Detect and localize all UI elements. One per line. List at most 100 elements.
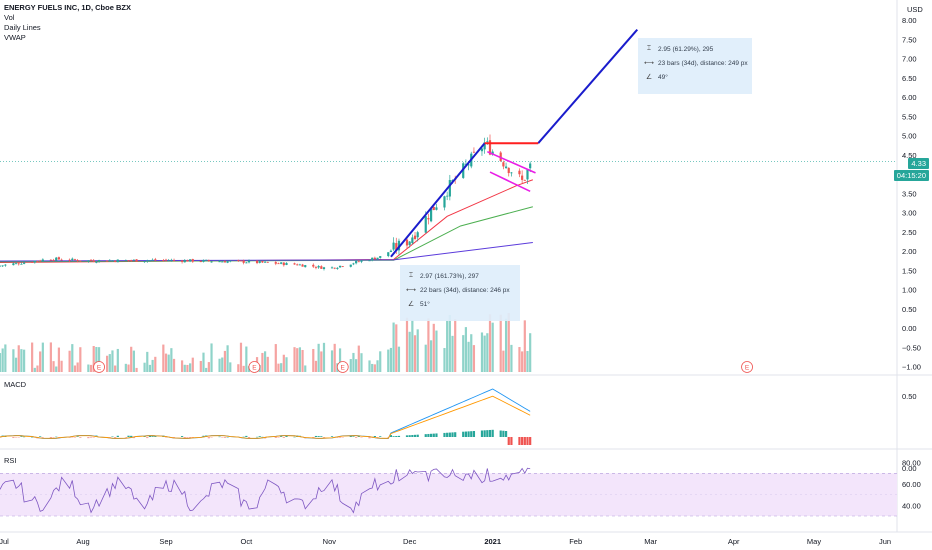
macd-histogram-bar — [12, 437, 15, 439]
candle-body — [170, 259, 173, 261]
macd-pane — [0, 388, 532, 445]
macd-histogram-bar — [464, 431, 468, 437]
macd-histogram-bar — [486, 430, 489, 437]
volume-bar — [467, 341, 470, 372]
volume-bar — [189, 363, 192, 372]
volume-bar — [405, 317, 409, 372]
price-axis[interactable]: 8.007.507.006.506.005.505.004.504.003.50… — [902, 16, 921, 510]
macd-histogram-bar — [435, 433, 438, 437]
candle-body — [116, 259, 119, 263]
candle-body — [218, 261, 221, 263]
macd-histogram-bar — [143, 436, 146, 437]
time-tick-label: Nov — [323, 537, 337, 546]
candle-body — [368, 260, 371, 262]
rsi-pane — [0, 467, 897, 517]
candle-body — [242, 260, 245, 263]
volume-bar — [36, 365, 39, 372]
volume-bar — [462, 335, 465, 372]
macd-histogram-bar — [491, 429, 494, 437]
macd-histogram-bar — [338, 437, 342, 438]
macd-histogram-bar — [210, 437, 213, 438]
chart-legend: ENERGY FUELS INC, 1D, Cboe BZX Vol Daily… — [4, 3, 131, 43]
volume-bar — [4, 344, 7, 372]
macd-histogram-bar — [189, 437, 192, 439]
candle-body — [510, 172, 513, 174]
volume-bar — [261, 352, 264, 372]
volume-bar — [106, 355, 109, 372]
candle-body — [411, 237, 414, 244]
volume-bar — [333, 343, 336, 372]
candle-body — [285, 262, 288, 266]
macd-histogram-bar — [87, 437, 90, 439]
macd-histogram-bar — [429, 433, 433, 437]
volume-bar — [282, 354, 285, 372]
volume-bar — [170, 348, 173, 372]
bars-range-icon: ⟷ — [406, 287, 417, 294]
candle-body — [312, 264, 315, 267]
candle-body — [405, 239, 409, 246]
time-axis[interactable]: Jul Aug Sep Oct Nov Dec 2021 Feb Mar Apr May Jun — [0, 537, 891, 546]
legend-item-daily-lines[interactable]: Daily Lines — [4, 23, 41, 32]
volume-bar — [68, 350, 71, 372]
macd-histogram-bar — [116, 435, 119, 437]
volume-bar — [301, 349, 304, 372]
legend-item-vwap[interactable]: VWAP — [4, 33, 26, 42]
candle-body — [205, 259, 208, 261]
volume-bar — [464, 327, 468, 372]
macd-histogram-bar — [376, 437, 379, 438]
macd-histogram-bar — [368, 437, 371, 439]
price-range-icon: ⌶ — [408, 272, 414, 279]
earnings-marker — [741, 361, 753, 373]
candle-body — [480, 148, 484, 152]
volume-bar — [510, 344, 513, 372]
candle-body — [189, 259, 192, 262]
candle-body — [60, 259, 63, 261]
rsi-band — [0, 473, 897, 516]
candle-body — [143, 261, 146, 263]
price-tick-label: 4.50 — [902, 151, 917, 160]
macd-histogram-bar — [17, 437, 20, 438]
macd-histogram-bar — [207, 437, 210, 439]
macd-histogram-bar — [413, 434, 417, 437]
volume-bar — [143, 362, 146, 372]
volume-bar — [330, 350, 334, 372]
candle-body — [263, 261, 267, 263]
volume-bar — [164, 353, 168, 372]
candle-body — [14, 262, 18, 264]
volume-bar — [210, 343, 213, 372]
volume-bar — [31, 342, 34, 372]
candle-body — [148, 260, 152, 262]
price-tick-label: −1.00 — [902, 363, 921, 372]
volume-bar — [223, 350, 227, 372]
trend-drawings[interactable] — [390, 28, 639, 258]
macd-tick-label: 0.00 — [902, 464, 917, 473]
volume-bar — [395, 324, 398, 372]
symbol-title[interactable]: ENERGY FUELS INC, 1D, Cboe BZX — [4, 3, 131, 12]
candle-body — [258, 261, 261, 263]
macd-histogram-bar — [73, 437, 77, 438]
volume-bar — [146, 351, 149, 372]
legend-item-vol[interactable]: Vol — [4, 13, 15, 22]
rsi-tick-label: 80.00 — [902, 459, 921, 468]
candle-body — [41, 259, 44, 262]
macd-histogram-bar — [258, 436, 261, 437]
candle-body — [164, 259, 168, 261]
last-price-tag[interactable]: 4.33 — [908, 158, 929, 169]
volume-bar — [226, 345, 229, 372]
volume-bar — [191, 357, 194, 372]
volume-bar — [17, 345, 20, 372]
price-tick-label: 1.50 — [902, 266, 917, 275]
measure-bottom-bars: 22 bars (34d), distance: 246 px — [420, 286, 510, 294]
volume-bar — [416, 329, 419, 372]
volume-bar — [472, 345, 476, 372]
volume-bar — [207, 362, 210, 372]
macd-histogram-bar — [52, 437, 55, 438]
macd-histogram-bar — [389, 435, 393, 437]
candle-body — [180, 260, 184, 262]
candle-body — [504, 166, 508, 168]
candle-body — [186, 260, 189, 262]
candle-body — [31, 262, 34, 263]
volume-bar — [373, 364, 376, 372]
